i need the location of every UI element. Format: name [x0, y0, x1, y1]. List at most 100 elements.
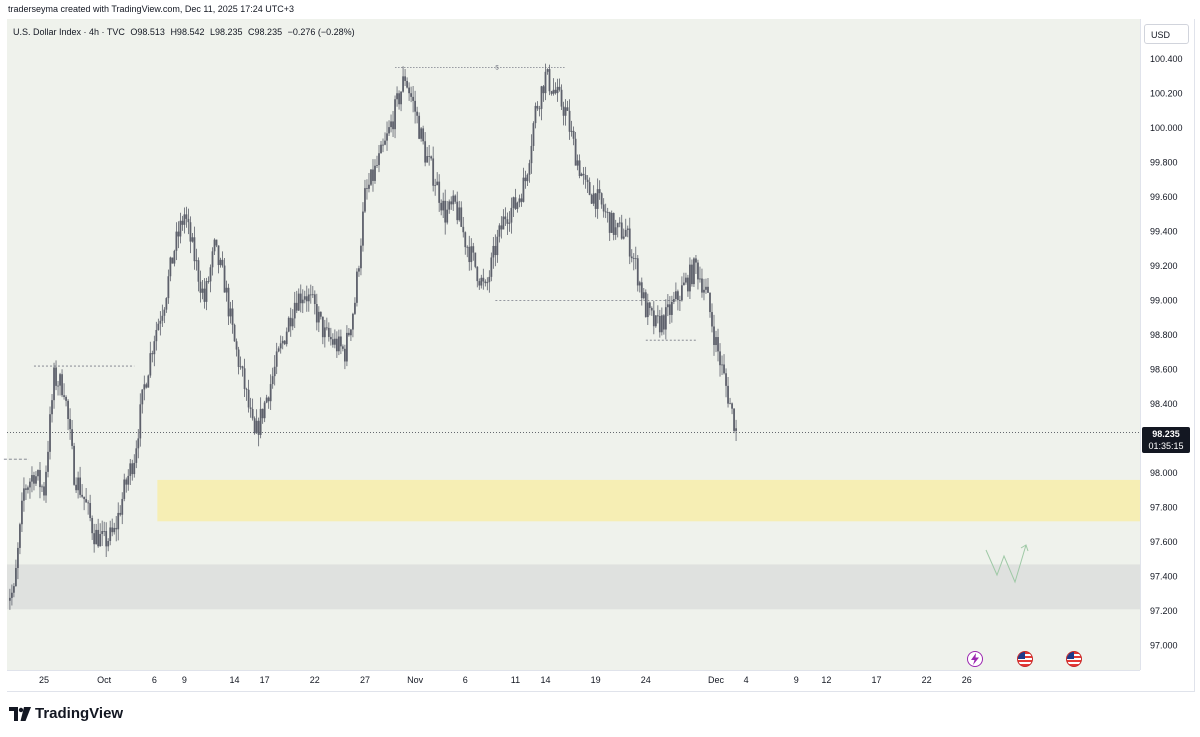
- candle-body: [390, 121, 392, 128]
- candle-body: [99, 534, 102, 547]
- candle-body: [327, 327, 330, 337]
- candle-body: [33, 475, 35, 484]
- time-tick-label: 22: [310, 675, 320, 685]
- candle-body: [616, 223, 619, 228]
- candle-body: [155, 329, 158, 342]
- candle-body: [237, 349, 240, 367]
- candle-body: [622, 236, 625, 239]
- candle-body: [408, 87, 410, 94]
- candle-body: [568, 110, 571, 132]
- candle-body: [394, 99, 396, 130]
- candle-body: [478, 281, 481, 286]
- time-tick-label: 11: [511, 675, 520, 685]
- candle-body: [691, 264, 693, 285]
- candle-body: [727, 385, 729, 404]
- candle-body: [606, 211, 609, 213]
- candle-body: [67, 400, 69, 420]
- candle-body: [646, 302, 649, 318]
- candle-body: [287, 317, 290, 332]
- us-flag-icon[interactable]: [1066, 651, 1082, 667]
- candle-body: [147, 375, 150, 388]
- candle-body: [247, 389, 250, 408]
- candle-body: [460, 207, 463, 227]
- candle-body: [157, 323, 160, 330]
- candle-body: [660, 315, 663, 333]
- candle-body: [586, 179, 589, 183]
- time-tick-label: 17: [871, 675, 881, 685]
- price-tick-label: 99.800: [1150, 158, 1178, 168]
- ticks-layer: 100.400 100.200 100.000 99.800 99.600 99.400 9…: [39, 54, 1183, 685]
- price-axis[interactable]: [1140, 19, 1194, 670]
- candle-body: [59, 374, 61, 386]
- candle-body: [638, 282, 641, 286]
- candle-body: [524, 177, 527, 182]
- candle-body: [91, 517, 94, 534]
- flag-canton: [1018, 652, 1025, 659]
- candle-body: [291, 318, 294, 327]
- candle-body: [510, 207, 513, 223]
- candle-body: [532, 123, 535, 146]
- candle-body: [331, 339, 334, 345]
- candle-body: [650, 307, 653, 311]
- candle-body: [135, 448, 138, 463]
- candle-body: [333, 338, 336, 345]
- candle-body: [53, 367, 55, 401]
- candle-body: [442, 200, 445, 211]
- candle-body: [658, 315, 661, 333]
- candle-body: [564, 107, 567, 116]
- candle-body: [101, 531, 104, 535]
- lightning-icon[interactable]: [967, 651, 983, 667]
- candle-body: [448, 201, 451, 210]
- candle-body: [466, 246, 469, 248]
- currency-unit-button[interactable]: USD: [1144, 24, 1189, 44]
- tradingview-logo[interactable]: TradingView: [9, 705, 123, 722]
- candle-body: [384, 140, 386, 145]
- price-tick-label: 97.800: [1150, 503, 1178, 513]
- candle-body: [171, 257, 174, 264]
- candle-body: [735, 428, 737, 431]
- candle-body: [464, 232, 467, 248]
- candle-body: [636, 258, 639, 286]
- candle-body: [648, 302, 651, 308]
- candle-body: [590, 194, 593, 204]
- candle-body: [456, 201, 459, 221]
- candle-body: [542, 86, 545, 94]
- candle-body: [335, 338, 338, 352]
- candle-body: [153, 341, 156, 355]
- candle-body: [31, 475, 33, 482]
- candle-body: [632, 258, 635, 259]
- candle-body: [339, 336, 342, 347]
- time-axis[interactable]: [7, 670, 1140, 691]
- candle-body: [576, 160, 579, 166]
- candle-body: [711, 312, 713, 327]
- us-flag-icon[interactable]: [1017, 651, 1033, 667]
- candle-body: [231, 308, 234, 325]
- candle-body: [414, 100, 417, 112]
- candle-body: [644, 292, 647, 318]
- gray-zone: [7, 564, 1140, 610]
- dotted-high-marker: $: [495, 66, 499, 72]
- candle-body: [364, 188, 366, 212]
- candle-body: [440, 202, 443, 211]
- candle-body: [21, 500, 23, 525]
- candle-body: [259, 408, 262, 435]
- candle-body: [23, 488, 25, 501]
- candle-body: [39, 470, 41, 488]
- candle-body: [486, 282, 489, 284]
- candle-body: [687, 277, 689, 292]
- candle-body: [289, 317, 292, 327]
- candle-body: [376, 165, 378, 166]
- lightning-glyph: [971, 653, 979, 665]
- candle-body: [683, 282, 685, 286]
- candle-body: [356, 271, 358, 303]
- candle-body: [283, 340, 286, 345]
- candle-body: [512, 197, 515, 208]
- candle-body: [508, 222, 511, 224]
- candle-body: [191, 237, 194, 242]
- candle-body: [370, 169, 372, 185]
- candle-body: [548, 69, 551, 92]
- candle-body: [179, 220, 182, 237]
- candle-body: [203, 288, 206, 302]
- candle-body: [159, 320, 162, 324]
